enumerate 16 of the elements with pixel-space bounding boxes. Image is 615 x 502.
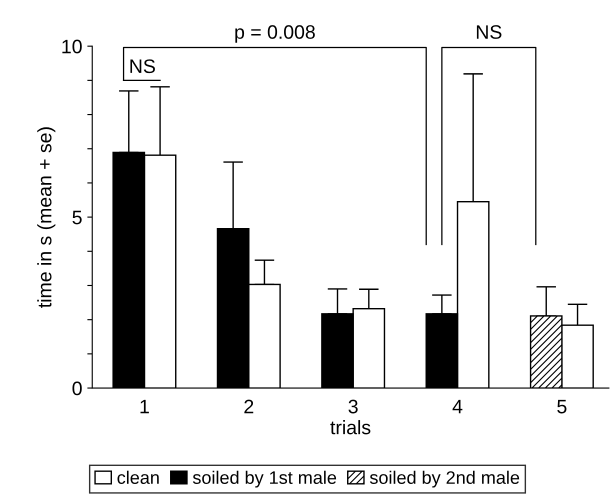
y-tick-label: 5 — [72, 210, 82, 224]
x-tick-label: 3 — [348, 400, 358, 414]
x-tick-label: 5 — [557, 400, 566, 414]
legend-label: soiled by 1st male — [192, 470, 336, 488]
y-tick-label: 10 — [62, 40, 82, 54]
legend-label: clean — [117, 470, 159, 484]
x-tick-label: 1 — [140, 400, 149, 414]
x-tick-label: 2 — [244, 400, 254, 414]
text: p = 0.008 — [235, 25, 315, 43]
y-tick-label: 0 — [72, 382, 82, 396]
legend-label: soiled by 2nd male — [370, 470, 520, 488]
annotation: NS — [130, 59, 155, 74]
x-axis-title: trials — [330, 420, 370, 434]
x-tick-label: 4 — [452, 400, 462, 414]
y-axis-title: time in s (mean + se) — [37, 127, 56, 308]
text: NS — [476, 25, 502, 39]
